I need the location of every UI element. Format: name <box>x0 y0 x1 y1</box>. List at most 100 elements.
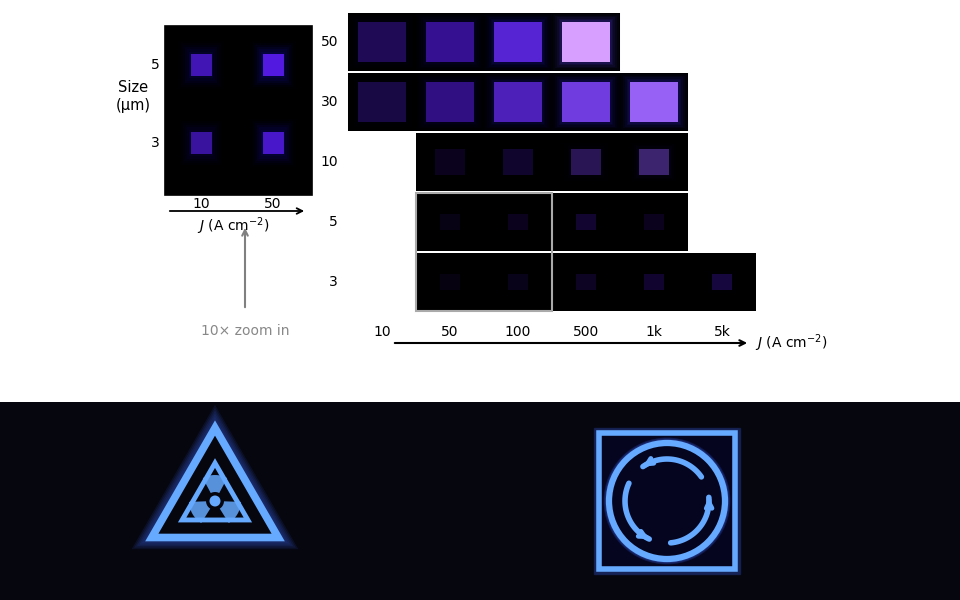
Bar <box>565 145 607 179</box>
Bar <box>348 73 417 131</box>
Bar <box>356 20 408 64</box>
Bar <box>553 134 619 190</box>
Bar <box>430 145 470 179</box>
Bar <box>564 143 608 181</box>
Bar <box>492 140 543 184</box>
Bar <box>424 80 475 124</box>
Bar <box>501 268 535 296</box>
Bar <box>627 79 682 125</box>
Text: 10: 10 <box>192 197 210 211</box>
Bar <box>262 131 283 154</box>
Bar <box>422 19 477 65</box>
Bar <box>492 20 543 64</box>
Bar <box>254 45 291 85</box>
Bar <box>165 26 312 195</box>
Bar <box>356 80 408 124</box>
Bar <box>640 211 667 233</box>
Bar <box>508 274 528 290</box>
Bar <box>619 73 688 131</box>
Bar <box>708 271 735 293</box>
Bar <box>565 205 607 239</box>
Bar <box>485 74 551 130</box>
Bar <box>494 82 541 122</box>
Bar <box>553 14 619 70</box>
Bar <box>166 105 236 181</box>
Bar <box>182 123 219 163</box>
Bar <box>574 212 598 232</box>
Bar <box>354 79 409 125</box>
Bar <box>636 146 672 178</box>
Bar <box>632 143 676 181</box>
Bar <box>501 208 535 236</box>
Text: 5: 5 <box>329 215 338 229</box>
Bar <box>637 148 671 176</box>
Bar <box>567 146 605 178</box>
Bar <box>644 214 664 230</box>
Bar <box>354 19 409 65</box>
Bar <box>186 127 215 158</box>
Bar <box>260 52 285 79</box>
Bar <box>635 206 673 238</box>
Bar <box>260 130 285 157</box>
Bar <box>188 130 213 157</box>
Bar <box>485 74 551 130</box>
Bar <box>621 194 687 250</box>
Text: $\it{J}$ (A cm$^{-2}$): $\it{J}$ (A cm$^{-2}$) <box>197 215 269 236</box>
Text: 3: 3 <box>329 275 338 289</box>
Bar <box>349 14 415 70</box>
Bar <box>559 19 613 65</box>
Bar <box>485 134 551 190</box>
Bar <box>437 211 464 233</box>
Bar <box>431 266 469 298</box>
Bar <box>352 77 411 127</box>
Bar <box>435 209 466 235</box>
Bar <box>358 22 406 62</box>
Bar <box>439 212 462 232</box>
Text: 50: 50 <box>321 35 338 49</box>
Bar <box>165 26 312 195</box>
Bar <box>351 16 413 68</box>
Bar <box>557 77 615 127</box>
Bar <box>636 208 671 236</box>
Bar <box>576 214 596 230</box>
Bar <box>440 274 460 290</box>
Bar <box>416 73 485 131</box>
Bar <box>179 41 223 89</box>
Bar <box>184 125 217 161</box>
Bar <box>422 79 477 125</box>
Bar <box>628 140 680 184</box>
Text: 10× zoom in: 10× zoom in <box>201 324 289 338</box>
Bar <box>348 13 417 71</box>
Bar <box>629 80 680 124</box>
Bar <box>429 205 470 239</box>
Polygon shape <box>220 502 241 523</box>
Bar <box>348 73 688 131</box>
Bar <box>258 127 287 158</box>
Bar <box>638 209 669 235</box>
Bar <box>416 193 552 311</box>
Bar <box>417 254 483 310</box>
Bar <box>499 206 537 238</box>
Bar <box>499 146 537 178</box>
Bar <box>621 134 687 190</box>
Bar <box>433 148 467 176</box>
Bar <box>190 131 211 154</box>
Text: 3: 3 <box>152 136 160 150</box>
Bar <box>506 212 530 232</box>
Bar <box>418 74 483 130</box>
Bar <box>483 73 553 131</box>
Bar <box>417 14 483 70</box>
Bar <box>435 269 466 295</box>
Bar <box>625 77 684 127</box>
Text: 10: 10 <box>321 155 338 169</box>
Bar <box>440 214 460 230</box>
Circle shape <box>209 496 221 506</box>
Bar <box>551 13 621 71</box>
Bar <box>630 82 678 122</box>
Bar <box>555 76 617 128</box>
Bar <box>182 45 219 85</box>
Bar <box>494 142 542 182</box>
Bar <box>710 272 733 292</box>
Bar <box>570 269 601 295</box>
Text: 30: 30 <box>321 95 338 109</box>
